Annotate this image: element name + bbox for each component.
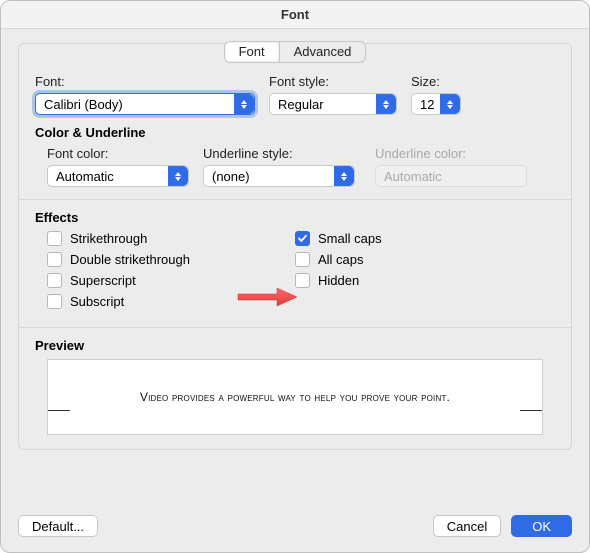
updown-icon — [168, 166, 188, 186]
default-button[interactable]: Default... — [18, 515, 98, 537]
preview-box: Video provides a powerful way to help yo… — [47, 359, 543, 435]
checkbox-label: Hidden — [318, 273, 359, 288]
checkbox-superscript[interactable]: Superscript — [47, 273, 295, 288]
underline-style-label: Underline style: — [203, 146, 361, 161]
size-label: Size: — [411, 74, 471, 89]
updown-icon — [234, 94, 254, 114]
dialog-footer: Default... Cancel OK — [1, 503, 589, 552]
preview-heading: Preview — [35, 338, 555, 353]
font-color-value: Automatic — [56, 169, 114, 184]
checkbox-icon — [47, 231, 62, 246]
main-panel: Font Advanced Font: Calibri (Body) — [18, 43, 572, 450]
underline-color-value: Automatic — [384, 169, 442, 184]
font-style-select[interactable]: Regular — [269, 93, 397, 115]
font-color-select[interactable]: Automatic — [47, 165, 189, 187]
checkbox-label: Small caps — [318, 231, 382, 246]
font-style-label: Font style: — [269, 74, 397, 89]
checkbox-small-caps[interactable]: Small caps — [295, 231, 382, 246]
font-style-value: Regular — [278, 97, 324, 112]
font-label: Font: — [35, 74, 255, 89]
tab-font[interactable]: Font — [225, 42, 279, 62]
checkbox-icon — [295, 252, 310, 267]
segmented-control: Font Advanced — [224, 41, 367, 63]
checkbox-hidden[interactable]: Hidden — [295, 273, 382, 288]
underline-style-select[interactable]: (none) — [203, 165, 355, 187]
checkbox-icon — [47, 252, 62, 267]
font-dialog: Font Font Advanced Font: Calibri (Body) — [0, 0, 590, 553]
checkbox-strikethrough[interactable]: Strikethrough — [47, 231, 295, 246]
ok-button[interactable]: OK — [511, 515, 572, 537]
dialog-content: Font Advanced Font: Calibri (Body) — [1, 29, 589, 503]
size-value: 12 — [420, 97, 434, 112]
checkbox-label: All caps — [318, 252, 364, 267]
checkbox-double-strikethrough[interactable]: Double strikethrough — [47, 252, 295, 267]
updown-icon — [334, 166, 354, 186]
checkbox-all-caps[interactable]: All caps — [295, 252, 382, 267]
tab-bar: Font Advanced — [35, 41, 555, 63]
window-title: Font — [1, 1, 589, 29]
checkbox-label: Superscript — [70, 273, 136, 288]
updown-icon — [376, 94, 396, 114]
cancel-button[interactable]: Cancel — [433, 515, 501, 537]
font-color-label: Font color: — [35, 146, 189, 161]
underline-color-select: Automatic — [375, 165, 527, 187]
baseline-indicator — [48, 410, 70, 411]
checkbox-icon — [47, 294, 62, 309]
font-select[interactable]: Calibri (Body) — [35, 93, 255, 115]
size-select[interactable]: 12 — [411, 93, 461, 115]
effects-grid: Strikethrough Double strikethrough Super… — [35, 231, 555, 309]
checkbox-icon — [295, 231, 310, 246]
checkbox-label: Double strikethrough — [70, 252, 190, 267]
checkbox-icon — [47, 273, 62, 288]
color-underline-heading: Color & Underline — [35, 125, 555, 140]
checkbox-icon — [295, 273, 310, 288]
checkbox-label: Strikethrough — [70, 231, 147, 246]
font-row: Font: Calibri (Body) Font style: Regular — [35, 74, 555, 115]
updown-icon — [440, 94, 460, 114]
checkbox-label: Subscript — [70, 294, 124, 309]
baseline-indicator — [520, 410, 542, 411]
checkbox-subscript[interactable]: Subscript — [47, 294, 295, 309]
underline-style-value: (none) — [212, 169, 250, 184]
font-value: Calibri (Body) — [44, 97, 123, 112]
preview-text: Video provides a powerful way to help yo… — [140, 390, 450, 404]
underline-color-label: Underline color: — [375, 146, 555, 161]
tab-advanced[interactable]: Advanced — [280, 42, 366, 62]
color-row: Font color: Automatic Underline style: (… — [35, 146, 555, 187]
divider — [19, 327, 571, 328]
effects-heading: Effects — [35, 210, 555, 225]
divider — [19, 199, 571, 200]
